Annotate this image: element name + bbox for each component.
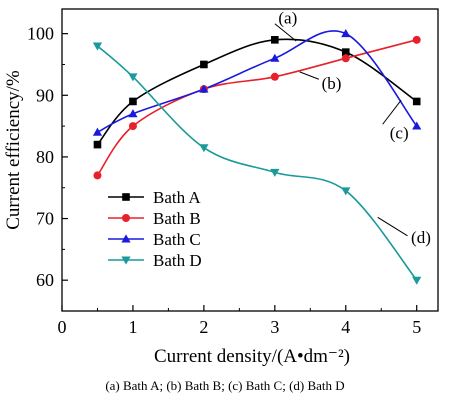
data-point-bath-b-0 xyxy=(93,171,102,180)
data-point-bath-c-0 xyxy=(92,127,103,136)
figure-caption: (a) Bath A; (b) Bath B; (c) Bath C; (d) … xyxy=(105,378,345,393)
y-tick-label-100: 100 xyxy=(27,24,54,44)
x-tick-label-5: 5 xyxy=(412,317,421,337)
legend: Bath A Bath B Bath C Bath D xyxy=(108,188,202,270)
data-point-bath-a-4 xyxy=(341,48,350,56)
axes-layer: 0 1 2 3 4 5 60 70 80 90 100 xyxy=(27,8,439,337)
legend-marker-bath-a xyxy=(122,193,130,201)
x-tick-label-1: 1 xyxy=(128,317,137,337)
data-point-bath-a-2 xyxy=(200,60,208,69)
data-point-bath-d-4 xyxy=(341,187,351,196)
series-line-bath-d xyxy=(96,45,418,281)
data-point-bath-d-2 xyxy=(199,144,209,153)
data-point-bath-d-3 xyxy=(270,168,280,177)
y-tick-label-70: 70 xyxy=(36,209,54,229)
annotation-leader-bath-b xyxy=(299,71,319,80)
annotation-label-bath-b: (b) xyxy=(322,74,342,93)
data-point-bath-a-0 xyxy=(93,140,102,149)
annotation-leader-bath-a xyxy=(274,23,297,42)
legend-label-bath-a: Bath A xyxy=(153,188,201,207)
data-point-bath-d-5 xyxy=(412,276,422,285)
data-point-bath-b-4 xyxy=(341,54,350,63)
annotation-label-bath-d: (d) xyxy=(411,228,431,247)
plot-frame xyxy=(61,8,439,312)
data-point-bath-b-5 xyxy=(412,35,421,44)
y-tick-label-60: 60 xyxy=(36,270,54,290)
legend-marker-bath-c xyxy=(121,234,131,243)
legend-marker-bath-d xyxy=(121,256,131,265)
data-point-bath-c-5 xyxy=(412,121,422,130)
data-point-bath-c-2 xyxy=(199,84,209,93)
data-point-bath-d-0 xyxy=(92,42,103,51)
annotation-leader-bath-d xyxy=(377,216,408,237)
annotation-label-bath-a: (a) xyxy=(278,9,297,28)
y-tick-label-90: 90 xyxy=(36,85,54,105)
data-point-bath-a-1 xyxy=(129,97,137,106)
y-tick-label-80: 80 xyxy=(36,147,54,167)
data-point-bath-a-3 xyxy=(271,36,279,44)
data-point-bath-b-3 xyxy=(270,72,279,81)
curves-layer xyxy=(96,30,418,281)
annotation-label-bath-c: (c) xyxy=(390,123,409,142)
x-axis-title: Current density/(A•dm⁻²) xyxy=(154,346,350,367)
data-point-bath-c-4 xyxy=(341,29,351,38)
data-point-bath-d-1 xyxy=(128,73,138,82)
legend-label-bath-b: Bath B xyxy=(153,209,201,228)
x-tick-label-2: 2 xyxy=(199,317,208,337)
data-point-bath-a-5 xyxy=(412,97,421,106)
legend-label-bath-d: Bath D xyxy=(153,251,202,270)
annotation-leader-bath-c xyxy=(382,99,402,125)
annotations-layer: (a) (b) (c) (d) xyxy=(274,9,431,247)
legend-label-bath-c: Bath C xyxy=(153,230,201,249)
x-tick-label-3: 3 xyxy=(270,317,279,337)
y-axis-title: Current efficiency/% xyxy=(3,70,24,230)
x-tick-label-0: 0 xyxy=(58,317,67,337)
x-tick-label-4: 4 xyxy=(341,317,350,337)
series-line-bath-b xyxy=(96,39,417,176)
data-point-bath-c-3 xyxy=(270,53,280,62)
markers-layer xyxy=(92,29,422,285)
data-point-bath-b-1 xyxy=(128,122,137,131)
data-point-bath-c-1 xyxy=(128,109,138,118)
legend-marker-bath-b xyxy=(122,214,130,222)
